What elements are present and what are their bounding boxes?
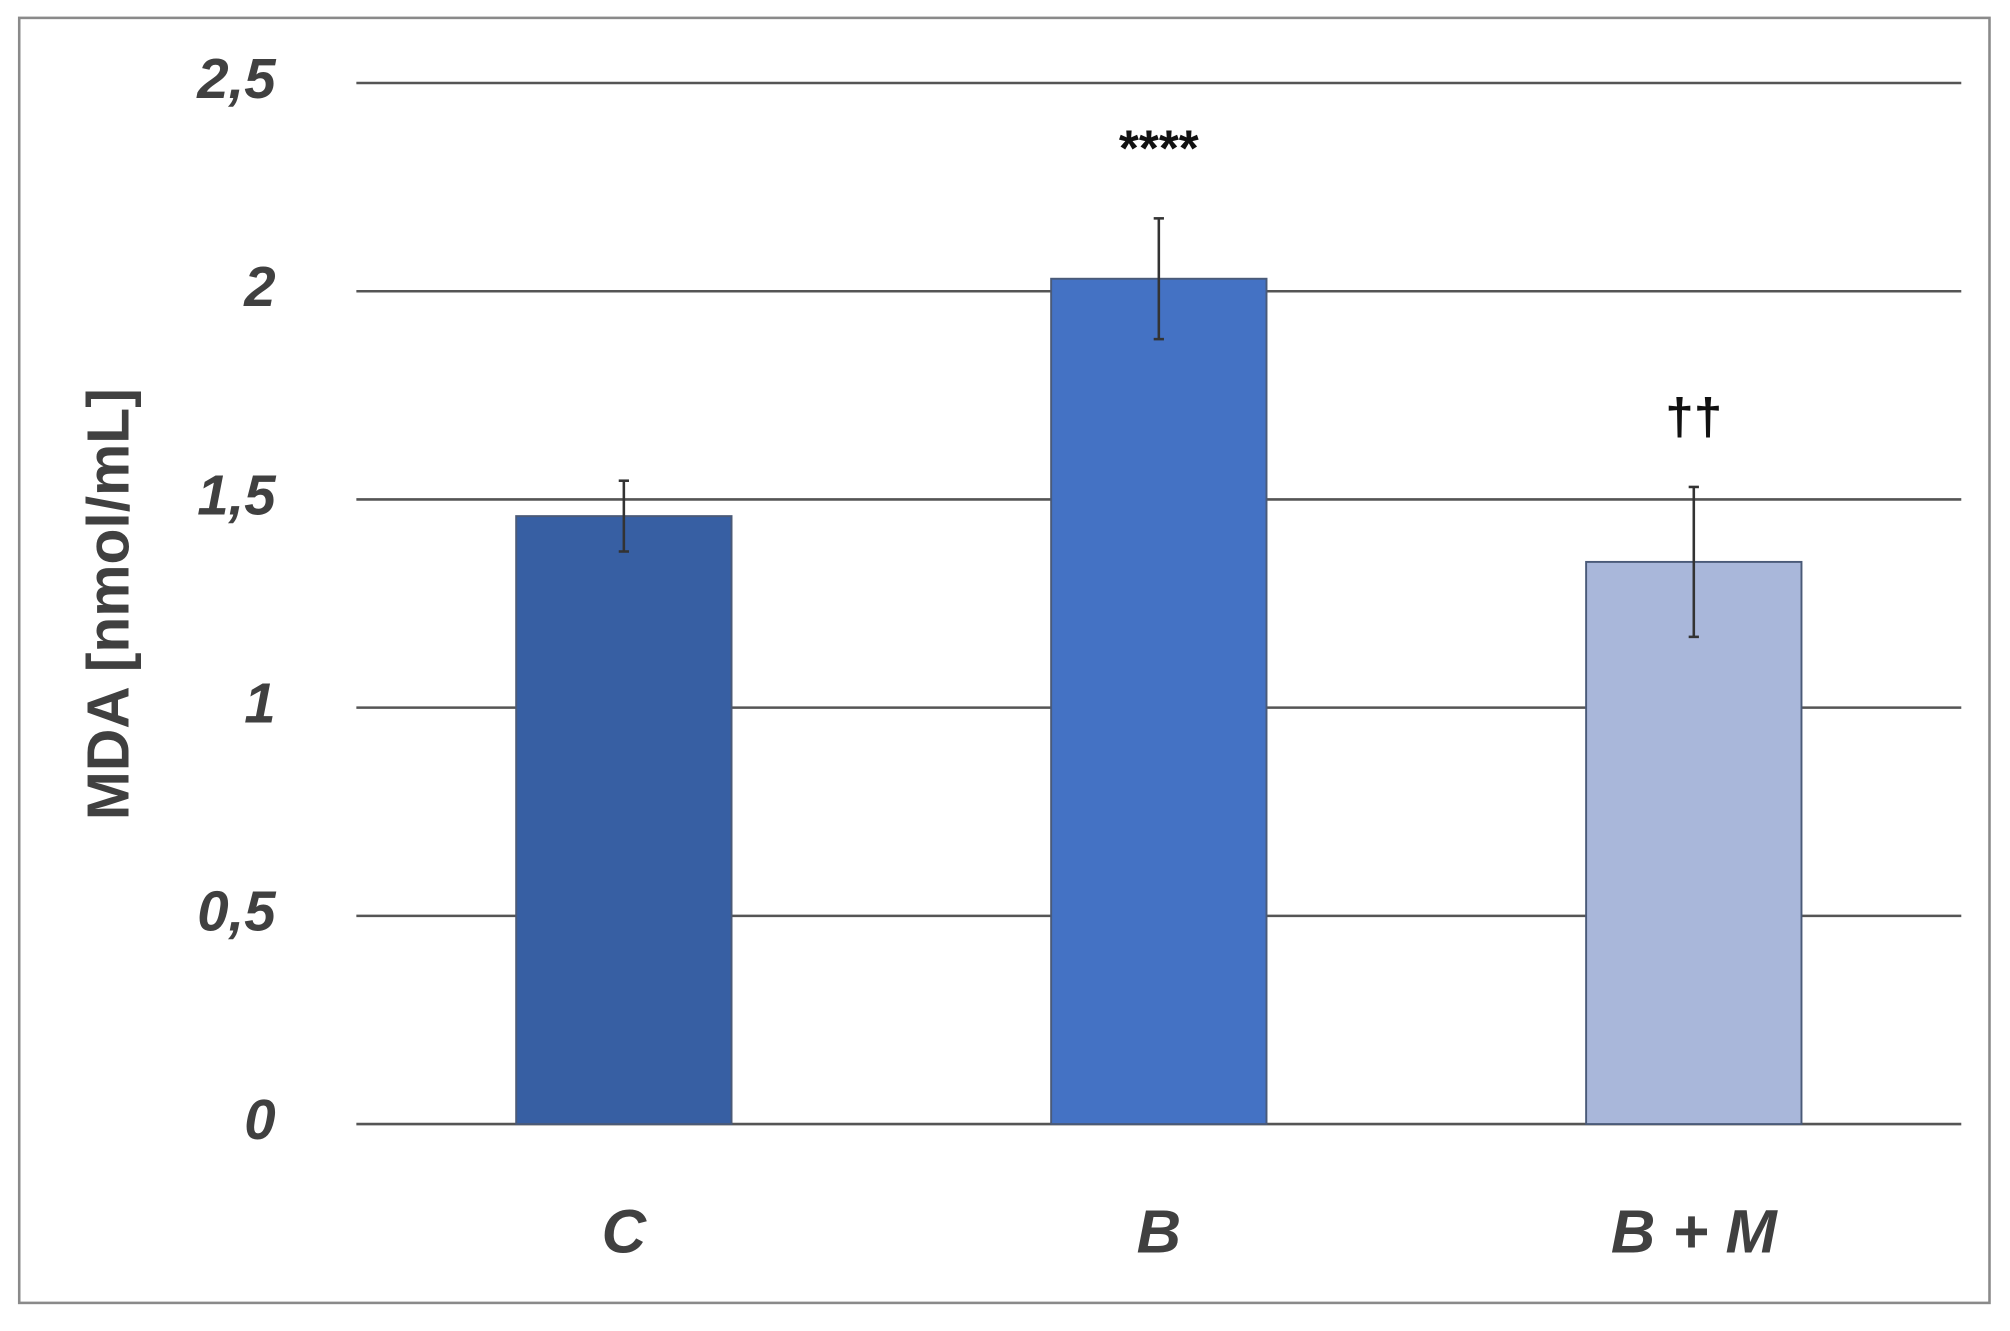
y-tick-label: 0 (244, 1088, 275, 1151)
y-tick-label: 2,5 (196, 47, 276, 110)
significance-annotation: †† (1665, 388, 1722, 445)
y-tick-label: 1,5 (197, 463, 276, 526)
significance-annotation: **** (1119, 120, 1199, 177)
bar (1585, 560, 1803, 1126)
x-tick-label: C (602, 1198, 648, 1267)
x-tick-label: B (1137, 1198, 1181, 1267)
error-bar (1688, 485, 1699, 639)
error-bar (618, 479, 629, 553)
y-axis-label: MDA [nmol/mL] (76, 388, 141, 820)
bar (515, 515, 733, 1126)
bar (1050, 277, 1268, 1126)
error-bar (1153, 217, 1164, 341)
y-tick-label: 0,5 (197, 880, 276, 943)
y-tick-label: 1 (244, 672, 275, 735)
x-tick-label: B + M (1611, 1198, 1779, 1267)
y-tick-label: 2 (243, 255, 275, 318)
